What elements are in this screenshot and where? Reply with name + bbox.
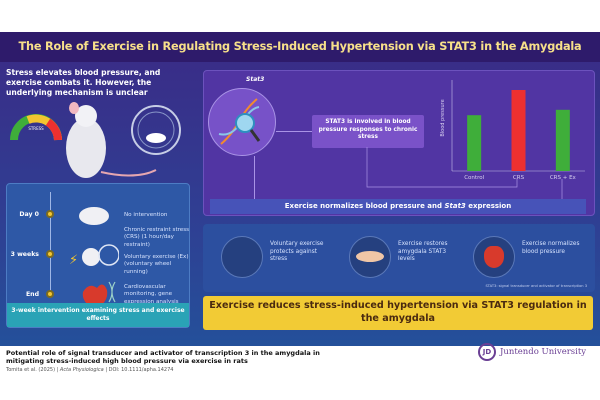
timeline-dot [46,250,54,258]
timeline-dot [46,290,54,298]
abbreviation-note: STAT3: signal transducer and activator o… [485,284,587,288]
conclusion-banner: Exercise reduces stress-induced hyperten… [203,296,593,330]
stat3-gene-label: Stat3 [246,76,265,83]
connector-line [254,156,255,199]
finding-text: Exercise restores amygdala STAT3 levels [398,241,448,263]
x-tick-label: Control [464,175,484,181]
connector-line [276,131,312,132]
logo-text: Juntendo University [500,347,587,357]
timeline-label-end: End [25,291,39,298]
citation-journal: Acta Physiologica [59,367,104,373]
x-tick-label: CRS + Ex [550,175,577,181]
findings-panel: Voluntary exercise protects against stre… [203,224,595,292]
citation-authors: Tomita et al. (2025) [6,367,56,373]
normalizes-gene: Stat3 [444,202,466,210]
finding-text: Exercise normalizes blood pressure [522,241,580,255]
university-logo: JD Juntendo University [478,340,596,364]
separator: | [56,367,59,373]
bar-crs [511,90,526,171]
rat-icon [79,207,109,225]
restrained-rat-icon [82,248,100,266]
wheel-icon [221,236,263,278]
timeline-text-crs: Chronic restraint stress (CRS) (1 hour/d… [124,227,190,248]
timeline-text-exercise: Voluntary exercise (Ex) (voluntary wheel… [124,254,189,275]
intro-text: Stress elevates blood pressure, and exer… [6,68,161,97]
citation-line: Tomita et al. (2025) | Acta Physiologica… [6,367,173,373]
heart-icon [473,236,515,278]
stress-gauge-icon: STRESS [10,114,62,141]
x-tick-label: CRS [513,175,525,181]
timeline-text-end: Cardiovascular monitoring, gene expressi… [124,284,179,305]
y-axis-label: Blood pressure [440,99,446,136]
normalizes-text: Exercise normalizes blood pressure and [284,202,445,210]
wheel-icon [98,244,119,266]
timeline-text-day0: No intervention [124,212,168,218]
bar-control [467,115,482,171]
normalizes-text-end: expression [465,202,512,210]
timeline-illustrations: ⚡ [69,207,119,310]
page-title: The Role of Exercise in Regulating Stres… [0,32,600,62]
timeline-line [50,192,51,292]
timeline-footer: 3-week intervention examining stress and… [7,303,189,327]
timeline-panel: Day 0 No intervention 3 weeks Chronic re… [6,183,190,328]
logo-emblem-icon: JD [478,343,496,361]
separator: | [105,367,107,373]
bar-crs-ex [555,109,570,171]
svg-text:STRESS: STRESS [28,126,44,131]
normalizes-banner: Exercise normalizes blood pressure and S… [210,199,586,214]
paper-title: Potential role of signal transducer and … [6,349,320,365]
exercise-wheel-icon [131,105,181,155]
lightning-icon: ⚡ [69,253,78,268]
dna-magnifier-circle [208,88,276,156]
rat-icon [66,102,157,178]
timeline-dot [46,210,54,218]
blood-pressure-chart: Blood pressure Control CRS CRS + Ex [440,80,585,181]
timeline-label-day0: Day 0 [19,211,39,218]
chart-connectors [366,147,563,199]
stat3-info-box: STAT3 is involved in blood pressure resp… [312,115,424,148]
citation-doi[interactable]: DOI: 10.1111/apha.14274 [108,367,174,373]
amygdala-icon [349,236,391,278]
stressed-rat-illustration: STRESS [10,102,181,178]
finding-text: Voluntary exercise protects against stre… [270,241,324,263]
timeline-label-3weeks: 3 weeks [10,251,39,258]
dna-icon [108,281,116,303]
dna-magnifier-icon [218,98,261,145]
